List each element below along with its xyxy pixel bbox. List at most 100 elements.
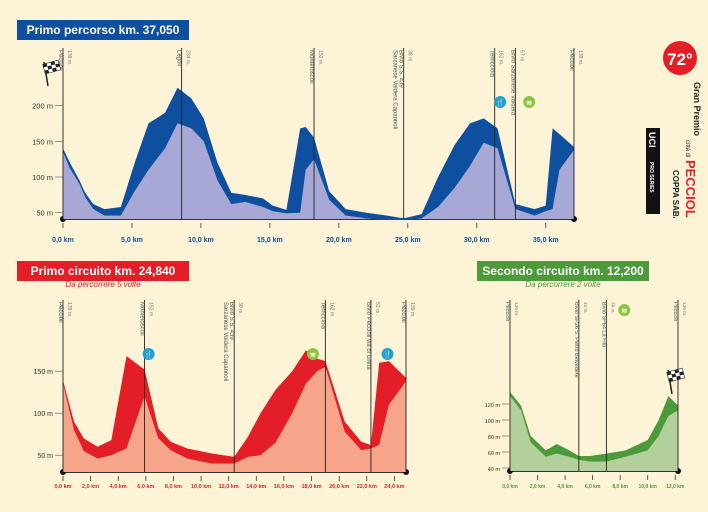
race-logo: 72° Gran Premio città di PECCIOLI COPPA … (646, 41, 702, 218)
x-tick-label: 12,0 km (666, 484, 685, 490)
primo-circuito-subtitle: Da percorrere 5 volte (65, 280, 141, 289)
place-name: Bivio Sarzanese Valdera (509, 50, 515, 116)
uci-series-label: PRO SERIES (648, 162, 654, 193)
place-altitude: 162 m. (498, 50, 504, 66)
primo-circuito-elevation-fill (63, 367, 406, 472)
y-tick-label: 50 m (37, 453, 53, 460)
feed-zone-glyph: 🍴 (383, 350, 392, 359)
place-altitude: 139 m. (66, 50, 72, 66)
x-tick-label: 10,0 km (188, 237, 214, 244)
y-tick-label: 100 m (32, 173, 53, 182)
y-tick-label: 100 m (34, 411, 54, 418)
place-altitude: 139 m. (577, 50, 583, 66)
logo-line2: città di (684, 140, 690, 157)
x-tick-label: 24,0 km (384, 484, 404, 490)
place-altitude: 38 m. (237, 302, 243, 315)
place-name: Terricciola (319, 302, 325, 330)
place-altitude: 234 m. (185, 50, 191, 66)
x-tick-label: 10,0 km (639, 484, 658, 490)
place-name: Peccioli (672, 302, 678, 321)
y-tick-label: 200 m (32, 102, 53, 111)
place-name: Peccioli (568, 50, 574, 71)
secondo-circuito-title: Secondo circuito km. 12,200 (477, 261, 649, 281)
sprint-icon (523, 96, 536, 108)
sprint-glyph: ≋ (310, 352, 316, 359)
x-tick-label: 25,0 km (395, 237, 421, 244)
logo-line3: PECCIOLI (683, 160, 698, 218)
x-tick-label: 14,0 km (246, 484, 266, 490)
y-tick-label: 100 m (485, 419, 501, 425)
x-tick-label: 2,0 km (530, 484, 546, 490)
place-altitude: 162 m. (328, 302, 334, 318)
x-tick-label: 20,0 km (329, 484, 349, 490)
place-altitude: 152 m. (147, 302, 153, 318)
x-tick-label: 22,0 km (357, 484, 377, 490)
x-tick-label: 15,0 km (257, 237, 283, 244)
place-name: Bivio S.S. 439 (228, 302, 234, 340)
place-altitude: 139 m. (682, 302, 687, 316)
feed-zone-glyph: 🍴 (144, 350, 153, 359)
place-subname: Sarzanese Valdera Capannoli (222, 302, 228, 381)
place-altitude: 152 m. (317, 50, 323, 66)
x-tick-label: 16,0 km (274, 484, 294, 490)
x-tick-label: 0,0 km (502, 484, 518, 490)
uci-label: UCI (647, 132, 657, 148)
place-altitude: 139 m. (514, 302, 519, 316)
place-name: Peccioli (57, 50, 63, 71)
place-altitude: 39 m. (610, 302, 615, 314)
primo-percorso-elevation-fill (63, 123, 574, 220)
primo-percorso-title: Primo percorso km. 37,050 (17, 20, 189, 40)
feed-zone-icon (494, 96, 507, 108)
x-tick-label: 2,0 km (82, 484, 99, 490)
place-name: Peccioli (400, 302, 406, 323)
x-tick-label: 18,0 km (301, 484, 321, 490)
place-altitude: 52 m. (374, 302, 380, 315)
edition-number: 72° (667, 50, 693, 69)
logo-line4: COPPA SABATINI (671, 170, 680, 218)
uci-badge (646, 128, 660, 214)
edition-badge (663, 41, 697, 75)
place-name: Peccioli (57, 302, 63, 323)
secondo-circuito-subtitle: Da percorrere 2 volte (525, 280, 601, 289)
place-subname: Sarzanese Valdera Capannoli (392, 50, 398, 129)
sprint-icon (306, 348, 319, 360)
feed-zone-icon (142, 348, 155, 360)
secondo-circuito-elevation-fill (510, 396, 678, 471)
place-name: Bivio Peccioli via di Greta (365, 302, 371, 370)
place-altitude: 40 m. (583, 302, 588, 314)
finish-flag-icon (666, 367, 686, 395)
x-tick-label: 0,0 km (54, 484, 71, 490)
x-tick-label: 10,0 km (191, 484, 211, 490)
sprint-glyph: ≋ (621, 308, 627, 315)
y-tick-label: 60 m (488, 451, 501, 457)
place-name: Montefoscoli (138, 302, 144, 336)
sprint-icon (618, 304, 631, 316)
place-name: Legoli (176, 50, 182, 66)
place-name: Bivio SP26 S. Pietro Belvedere (573, 302, 579, 378)
x-tick-label: 20,0 km (326, 237, 352, 244)
place-name: Peccioli (504, 302, 510, 321)
place-name: Bivio S.S. 439 (398, 50, 404, 88)
logo-line1: Gran Premio (692, 82, 702, 137)
y-tick-label: 80 m (488, 435, 501, 441)
x-tick-label: 6,0 km (137, 484, 154, 490)
place-altitude: 139 m. (66, 302, 72, 318)
logo-text-block: Gran Premio città di PECCIOLI COPPA SABA… (671, 82, 702, 218)
feed-zone-glyph: 🍴 (496, 98, 505, 107)
y-tick-label: 120 m (485, 403, 501, 409)
x-tick-label: 4,0 km (557, 484, 573, 490)
primo-circuito-elevation-band (63, 350, 406, 464)
place-altitude: 57 m. (518, 50, 524, 63)
place-name: Terricciola (489, 50, 495, 78)
x-tick-label: 8,0 km (165, 484, 182, 490)
primo-percorso-elevation-band (63, 87, 574, 220)
place-name: Bivio SP64 La Fila (600, 302, 606, 348)
y-tick-label: 50 m (36, 209, 53, 218)
feed-zone-icon (381, 348, 394, 360)
primo-circuito-profile: Peccioli 139 m. Montefoscoli 152 m. Bivio S.… (34, 300, 415, 490)
place-name: Montefoscoli (308, 50, 314, 84)
primo-circuito-title: Primo circuito km. 24,840 (17, 261, 189, 281)
x-tick-label: 0,0 km (52, 237, 74, 244)
x-tick-label: 12,0 km (219, 484, 239, 490)
y-tick-label: 150 m (32, 137, 53, 146)
